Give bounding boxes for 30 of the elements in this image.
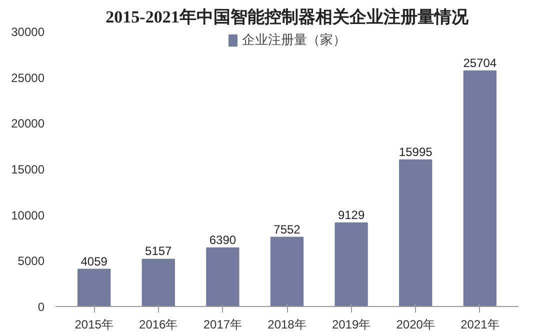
data-label: 7552 xyxy=(274,222,301,236)
data-label: 4059 xyxy=(80,254,108,268)
data-label: 25704 xyxy=(463,56,497,70)
y-tick-label: 25000 xyxy=(11,70,45,85)
data-label: 6390 xyxy=(209,232,236,247)
data-label: 5157 xyxy=(145,244,172,258)
y-tick-label: 10000 xyxy=(11,208,45,222)
bar xyxy=(334,222,368,306)
bar xyxy=(142,258,175,306)
data-label: 9129 xyxy=(338,208,365,222)
x-tick-label: 2020年 xyxy=(396,318,435,332)
bar xyxy=(78,268,111,306)
legend-label: 企业注册量（家） xyxy=(242,31,346,49)
x-tick-label: 2018年 xyxy=(268,318,306,332)
bar xyxy=(399,159,432,306)
x-tick-label: 2019年 xyxy=(332,318,371,332)
chart-title: 2015-2021年中国智能控制器相关企业注册量情况 xyxy=(106,8,470,26)
x-tick-label: 2015年 xyxy=(74,318,114,332)
x-tick-label: 2021年 xyxy=(460,318,500,332)
bar xyxy=(463,70,496,306)
x-tick-label: 2017年 xyxy=(203,318,242,332)
x-tick-label: 2016年 xyxy=(139,318,178,332)
y-tick-label: 15000 xyxy=(11,162,45,176)
y-tick-label: 20000 xyxy=(11,116,45,131)
data-label: 15995 xyxy=(398,144,433,159)
y-tick-label: 30000 xyxy=(11,25,45,39)
bar xyxy=(270,236,304,306)
y-tick-label: 0 xyxy=(38,300,45,314)
y-tick-label: 5000 xyxy=(18,254,45,268)
bar xyxy=(206,247,240,306)
